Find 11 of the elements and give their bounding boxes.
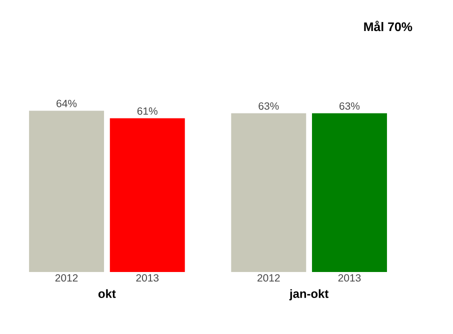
x-tick-label: okt xyxy=(98,289,116,298)
data-label: 63% xyxy=(340,102,360,110)
x-tick-label: jan-okt xyxy=(289,289,329,300)
series-label: 2013 xyxy=(136,274,159,282)
chart-title: Mål 70% xyxy=(364,20,412,32)
data-label: 61% xyxy=(137,107,158,115)
series-label: 2012 xyxy=(55,274,78,282)
data-label: 63% xyxy=(258,102,279,110)
text: 2013 xyxy=(338,274,361,282)
data-label: 64% xyxy=(56,100,77,108)
text: 2012 xyxy=(258,274,280,282)
